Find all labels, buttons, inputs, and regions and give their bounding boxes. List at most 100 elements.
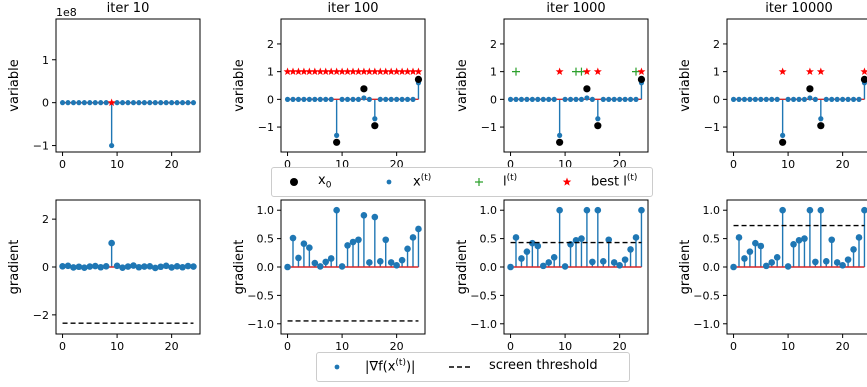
stem-marker bbox=[605, 236, 613, 244]
stem-marker bbox=[741, 96, 748, 102]
stem-marker bbox=[163, 100, 169, 106]
stem-marker bbox=[284, 96, 291, 102]
panel-data bbox=[507, 67, 646, 146]
stem-marker bbox=[152, 100, 158, 106]
stem-marker bbox=[551, 96, 557, 102]
stem-marker bbox=[834, 96, 840, 102]
stem-marker bbox=[415, 225, 422, 233]
y-tick-label: −1 bbox=[33, 140, 49, 153]
stem-marker bbox=[98, 100, 104, 106]
stem-marker bbox=[758, 96, 764, 102]
stem-marker bbox=[512, 234, 520, 241]
stem-marker bbox=[372, 116, 378, 122]
best-star-point bbox=[305, 67, 314, 76]
y-tick-label: 1 bbox=[267, 66, 274, 79]
stem-marker bbox=[185, 100, 191, 106]
stem-marker bbox=[539, 262, 547, 270]
stem-marker bbox=[184, 262, 192, 270]
stem-marker bbox=[322, 258, 330, 266]
stem-marker bbox=[284, 263, 291, 271]
stem-marker bbox=[339, 96, 345, 102]
stem-marker bbox=[638, 206, 645, 214]
stem-marker bbox=[113, 262, 121, 270]
best-star-point bbox=[107, 98, 116, 107]
stem-marker bbox=[747, 96, 753, 102]
y-axis-label: gradient bbox=[455, 240, 470, 295]
best-star-point bbox=[321, 67, 330, 76]
stem-marker bbox=[141, 100, 147, 106]
best-star-point bbox=[805, 67, 814, 76]
stem-marker bbox=[540, 96, 546, 102]
stem-marker bbox=[169, 100, 175, 106]
panel-title: iter 100 bbox=[328, 1, 379, 16]
axes-frame bbox=[726, 18, 867, 153]
stem-marker bbox=[578, 96, 585, 102]
stem-marker bbox=[518, 96, 525, 102]
x-tick-label: 0 bbox=[730, 340, 737, 353]
y-tick-label: 1.0 bbox=[257, 204, 275, 217]
stem-marker bbox=[295, 96, 302, 102]
stem-marker bbox=[817, 206, 825, 214]
stem-marker bbox=[573, 96, 579, 102]
stem-marker bbox=[366, 96, 372, 102]
stem-marker bbox=[546, 96, 552, 102]
stem-marker bbox=[839, 261, 846, 269]
stem-marker bbox=[125, 100, 131, 106]
y-axis-label: variable bbox=[455, 59, 470, 111]
stem-marker bbox=[616, 261, 623, 269]
stem-marker bbox=[561, 263, 569, 270]
stem-marker bbox=[812, 258, 819, 266]
stem-marker bbox=[529, 96, 535, 102]
legend-top: x0 x(t) l(t) best l(t) bbox=[271, 167, 653, 197]
stem-marker bbox=[757, 242, 765, 250]
stem-marker bbox=[801, 96, 808, 102]
stem-marker bbox=[730, 96, 737, 102]
stem-marker bbox=[409, 234, 417, 241]
stem-marker bbox=[545, 259, 553, 266]
stem-marker bbox=[550, 254, 558, 261]
y-tick-label: 0 bbox=[42, 97, 49, 110]
x-tick-label: 20 bbox=[613, 340, 627, 353]
stem-marker bbox=[534, 242, 542, 250]
best-star-point bbox=[392, 67, 401, 76]
stem-marker bbox=[833, 259, 841, 266]
stem-marker bbox=[333, 206, 340, 214]
stem-marker bbox=[130, 100, 137, 106]
panel-data bbox=[284, 206, 422, 322]
stem-marker bbox=[141, 263, 148, 270]
stem-marker bbox=[856, 96, 862, 102]
best-star-point bbox=[332, 67, 341, 76]
y-tick-label: 0 bbox=[267, 93, 274, 106]
stem-marker bbox=[306, 244, 313, 251]
x0-point bbox=[817, 122, 825, 130]
stem-marker bbox=[114, 100, 120, 106]
stem-marker bbox=[334, 132, 340, 138]
stem-marker bbox=[746, 248, 754, 255]
axes-frame bbox=[280, 18, 426, 153]
stem-marker bbox=[377, 96, 383, 102]
y-tick-label: −1.0 bbox=[693, 318, 720, 331]
x0-point bbox=[333, 138, 341, 146]
y-tick-label: 0 bbox=[42, 261, 49, 274]
stem-marker bbox=[312, 96, 318, 102]
stem-marker bbox=[190, 100, 197, 106]
stem-marker bbox=[844, 256, 852, 263]
y-axis-label: variable bbox=[7, 59, 22, 111]
legend-marker-black-dot bbox=[290, 178, 298, 186]
y-tick-label: −2 bbox=[33, 309, 49, 322]
stem-marker bbox=[807, 95, 813, 101]
x-tick-label: 20 bbox=[165, 340, 179, 353]
best-star-point bbox=[299, 67, 308, 76]
legend-label-main: l bbox=[503, 174, 507, 190]
green-plus-glyph bbox=[475, 178, 483, 186]
l-plus-point bbox=[632, 67, 640, 76]
panel-1: 0 10 20 −1 0 1 variable iter 10 1e8 bbox=[7, 1, 201, 171]
best-star-point bbox=[294, 67, 303, 76]
stem-marker bbox=[136, 100, 142, 106]
stem-marker bbox=[610, 259, 618, 266]
y-tick-label: 0.0 bbox=[257, 261, 275, 274]
stem-marker bbox=[135, 263, 143, 271]
stem-marker bbox=[300, 240, 308, 248]
stem-marker bbox=[81, 100, 87, 106]
